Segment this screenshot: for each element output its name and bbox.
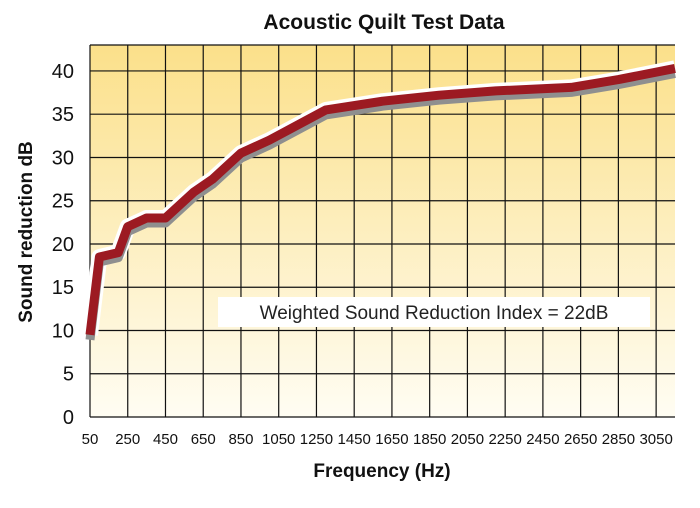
x-tick-label: 1650 — [375, 431, 408, 448]
x-axis-label: Frequency (Hz) — [313, 461, 450, 482]
x-tick-label: 850 — [228, 431, 253, 448]
line-layer — [82, 60, 677, 341]
y-axis-label: Sound reduction dB — [16, 141, 37, 323]
annotation-text: Weighted Sound Reduction Index = 22dB — [260, 303, 609, 324]
y-tick-label: 0 — [63, 407, 74, 429]
x-tick-layer: 50 250 450 650 850 1050 1250 1450 1650 1850 2050 22… — [82, 431, 673, 448]
x-tick-label: 1850 — [413, 431, 446, 448]
grid-layer — [89, 44, 675, 418]
x-tick-label: 1250 — [300, 431, 333, 448]
x-tick-label: 2250 — [488, 431, 521, 448]
x-tick-label: 250 — [115, 431, 140, 448]
x-tick-label: 1050 — [262, 431, 295, 448]
x-tick-label: 50 — [82, 431, 99, 448]
y-tick-label: 10 — [52, 320, 74, 342]
x-tick-label: 450 — [153, 431, 178, 448]
x-tick-label: 650 — [191, 431, 216, 448]
y-tick-label: 15 — [52, 277, 74, 299]
x-tick-label: 2050 — [451, 431, 484, 448]
x-tick-label: 1450 — [338, 431, 371, 448]
x-tick-label: 2450 — [526, 431, 559, 448]
y-tick-label: 25 — [52, 191, 74, 213]
y-tick-label: 35 — [52, 104, 74, 126]
y-tick-label: 5 — [63, 364, 74, 386]
annotation-box — [218, 297, 650, 327]
x-tick-label: 2650 — [564, 431, 597, 448]
y-tick-layer: 0 5 10 15 20 25 30 35 40 — [52, 61, 74, 429]
x-tick-label: 2850 — [602, 431, 635, 448]
x-tick-label: 3050 — [639, 431, 672, 448]
y-tick-label: 40 — [52, 61, 74, 83]
y-tick-label: 20 — [52, 234, 74, 256]
chart-title: Acoustic Quilt Test Data — [263, 11, 504, 34]
y-tick-label: 30 — [52, 147, 74, 169]
